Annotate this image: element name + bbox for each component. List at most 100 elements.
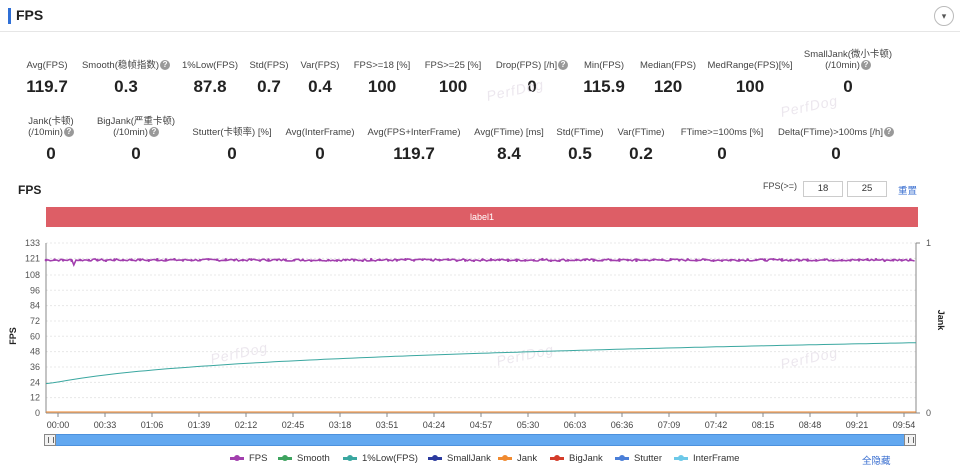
fps-point xyxy=(404,258,407,261)
fps-point xyxy=(429,258,433,262)
legend-item[interactable]: Stutter xyxy=(615,453,662,464)
legend-item[interactable]: 1%Low(FPS) xyxy=(343,453,418,464)
fps-point xyxy=(686,258,690,261)
fps-point xyxy=(164,258,168,261)
fps-point xyxy=(275,258,279,262)
fps-point xyxy=(515,259,518,263)
legend-item[interactable]: BigJank xyxy=(550,453,603,464)
y-tick-label: 12 xyxy=(30,393,40,403)
fps-point xyxy=(335,259,339,262)
fps-point xyxy=(104,259,108,263)
fps-point xyxy=(763,258,767,261)
stat-label: Min(FPS) xyxy=(583,60,625,71)
fps-point xyxy=(138,258,142,261)
scrollbar-left-handle[interactable] xyxy=(44,434,56,446)
legend-item[interactable]: Smooth xyxy=(278,453,330,464)
stat-var-fps: Var(FPS) 0.4 xyxy=(260,60,380,97)
panel-header: FPS ▾ xyxy=(0,0,960,32)
collapse-icon[interactable]: ▾ xyxy=(934,6,954,26)
y-tick-label: 48 xyxy=(30,347,40,357)
fps-point xyxy=(831,258,835,262)
fps-point xyxy=(301,258,305,262)
legend-item[interactable]: InterFrame xyxy=(674,453,739,464)
stat-value: 119.7 xyxy=(26,77,68,96)
stat-label: Avg(FPS) xyxy=(26,60,68,71)
stat-value: 0 xyxy=(131,144,141,163)
fps-point xyxy=(900,258,904,262)
fps-point xyxy=(823,258,827,261)
legend-label: Smooth xyxy=(297,453,330,464)
legend-item[interactable]: FPS xyxy=(230,453,267,464)
x-tick-label: 02:45 xyxy=(282,420,305,430)
x-tick-label: 09:54 xyxy=(893,420,916,430)
fps-point xyxy=(558,259,561,263)
stat-avg-fps: Avg(FPS) 119.7 xyxy=(0,60,107,97)
stat-label: Smooth(稳帧指数)? xyxy=(66,60,186,71)
legend-swatch-icon xyxy=(230,454,244,461)
stat-var-ftime: Var(FTime) 0.2 xyxy=(581,127,701,164)
y-tick-label: 24 xyxy=(30,377,40,387)
fps-point xyxy=(361,259,364,263)
label-band[interactable]: label1 xyxy=(46,207,918,227)
y-tick-label: 72 xyxy=(30,316,40,326)
help-icon[interactable]: ? xyxy=(63,127,74,138)
help-icon[interactable]: ? xyxy=(160,60,171,71)
x-tick-label: 04:57 xyxy=(470,420,493,430)
fps-point xyxy=(215,258,219,262)
fps-point xyxy=(566,259,570,262)
stat-stutter: Stutter(卡顿率) [%] 0 xyxy=(172,127,292,164)
fps-point xyxy=(181,259,185,262)
stat-label: Median(FPS) xyxy=(640,60,696,71)
stat-label: Avg(InterFrame) xyxy=(285,127,355,138)
time-scrollbar[interactable] xyxy=(46,434,916,446)
stat-bigjank: BigJank(严重卡顿) (/10min)? 0 xyxy=(76,116,196,164)
fps-point xyxy=(190,259,193,262)
threshold-input-2[interactable]: 25 xyxy=(847,181,887,197)
stat-label-unit: (/10min)? xyxy=(0,127,111,138)
help-icon[interactable]: ? xyxy=(148,127,159,138)
fps-point xyxy=(746,258,750,261)
x-tick-label: 01:39 xyxy=(188,420,211,430)
panel-title: FPS xyxy=(16,7,44,23)
stat-std-fps: Std(FPS) 0.7 xyxy=(209,60,329,97)
stat-value: 100 xyxy=(367,77,397,96)
x-tick-label: 03:51 xyxy=(376,420,399,430)
x-tick-label: 06:03 xyxy=(564,420,587,430)
legend-label: InterFrame xyxy=(693,453,740,464)
x-tick-label: 00:33 xyxy=(94,420,117,430)
stat-label: Var(FTime) xyxy=(617,127,665,138)
fps-point xyxy=(284,258,287,262)
fps-point xyxy=(207,258,210,261)
fps-point xyxy=(130,258,133,261)
stat-value: 0.5 xyxy=(568,144,592,163)
fps-point xyxy=(267,258,270,261)
help-icon[interactable]: ? xyxy=(558,60,569,71)
stat-value: 115.9 xyxy=(583,77,625,96)
threshold-label: FPS(>=) xyxy=(763,181,798,191)
x-tick-label: 03:18 xyxy=(329,420,352,430)
legend-swatch-icon xyxy=(428,454,442,461)
stat-label: Stutter(卡顿率) [%] xyxy=(192,127,272,138)
legend-item[interactable]: Jank xyxy=(498,453,537,464)
stat-median-fps: Median(FPS) 120 xyxy=(608,60,728,97)
x-tick-label: 08:15 xyxy=(752,420,775,430)
stat-value: 8.4 xyxy=(497,144,521,163)
stat-label: BigJank(严重卡顿) xyxy=(96,116,176,127)
hide-all-button[interactable]: 全隐藏 xyxy=(862,456,891,467)
y-tick-label: 133 xyxy=(25,238,40,248)
help-icon[interactable]: ? xyxy=(883,127,894,138)
stat-label: Jank(卡顿) xyxy=(28,116,74,127)
help-icon[interactable]: ? xyxy=(860,60,871,71)
y-tick-label: 36 xyxy=(30,362,40,372)
scrollbar-right-handle[interactable] xyxy=(904,434,916,446)
y-tick-label: 0 xyxy=(35,408,40,418)
legend-label: 1%Low(FPS) xyxy=(362,453,418,464)
stat-jank: Jank(卡顿) (/10min)? 0 xyxy=(0,116,111,164)
threshold-input-1[interactable]: 18 xyxy=(803,181,843,197)
y-tick-label: 108 xyxy=(25,270,40,280)
fps-point xyxy=(712,259,715,263)
reset-button[interactable]: 重置 xyxy=(898,186,918,197)
fps-point xyxy=(421,258,424,261)
legend-item[interactable]: SmallJank xyxy=(428,453,491,464)
